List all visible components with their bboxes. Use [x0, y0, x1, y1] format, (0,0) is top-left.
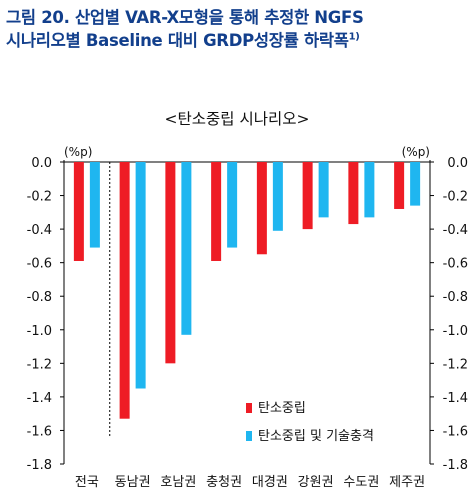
figure-title-line2: 시나리오별 Baseline 대비 GRDP성장률 하락폭1) [6, 29, 468, 52]
y-tick-label-left: -1.8 [27, 458, 52, 473]
bar-carbon-neutral [211, 162, 222, 261]
bar-carbon-neutral [394, 162, 405, 209]
bar-carbon-neutral-tech-shock [410, 162, 421, 206]
y-tick-label-right: -0.6 [443, 257, 468, 272]
bar-carbon-neutral-tech-shock [135, 162, 146, 389]
y-tick-label-right: -1.4 [443, 391, 468, 406]
x-tick-label: 강원권 [298, 475, 334, 490]
y-tick-label-left: -1.2 [27, 357, 52, 372]
bar-carbon-neutral-tech-shock [181, 162, 192, 335]
x-tick-label: 동남권 [115, 475, 151, 490]
y-tick-label-right: -1.8 [443, 458, 468, 473]
y-tick-label-right: -1.0 [443, 324, 468, 339]
bar-carbon-neutral [348, 162, 359, 225]
bar-carbon-neutral [119, 162, 130, 419]
bar-carbon-neutral-tech-shock [272, 162, 283, 231]
legend-swatch [246, 403, 252, 413]
figure-title-line1: 그림 20. 산업별 VAR-X모형을 통해 추정한 NGFS [6, 8, 364, 27]
y-tick-label-left: -0.2 [27, 190, 52, 205]
x-tick-label: 제주권 [389, 475, 425, 490]
y-tick-label-right: 0.0 [447, 156, 468, 171]
bar-carbon-neutral-tech-shock [364, 162, 375, 218]
y-tick-label-right: -0.2 [443, 190, 468, 205]
y-tick-label-left: -1.0 [27, 324, 52, 339]
y-unit-right: (%p) [402, 145, 430, 159]
figure-title-line2-text: 시나리오별 Baseline 대비 GRDP성장률 하락폭 [6, 31, 349, 50]
y-tick-label-right: -0.4 [443, 223, 468, 238]
y-tick-label-left: 0.0 [31, 156, 52, 171]
y-tick-label-right: -1.6 [443, 424, 468, 439]
y-tick-label-left: -1.4 [27, 391, 52, 406]
y-tick-label-left: -0.4 [27, 223, 52, 238]
y-tick-label-right: -1.2 [443, 357, 468, 372]
y-tick-label-left: -0.8 [27, 290, 52, 305]
bar-carbon-neutral [73, 162, 84, 261]
title-footnote-marker: 1) [348, 31, 360, 43]
bar-carbon-neutral-tech-shock [318, 162, 329, 218]
figure-title: 그림 20. 산업별 VAR-X모형을 통해 추정한 NGFS 시나리오별 Ba… [6, 6, 468, 52]
bar-carbon-neutral-tech-shock [227, 162, 238, 248]
legend-swatch [246, 431, 252, 441]
y-tick-label-left: -0.6 [27, 257, 52, 272]
x-tick-label: 호남권 [160, 475, 196, 490]
bar-carbon-neutral-tech-shock [89, 162, 100, 248]
bar-carbon-neutral [256, 162, 267, 255]
bar-carbon-neutral [165, 162, 176, 364]
y-tick-label-right: -0.8 [443, 290, 468, 305]
x-tick-label: 수도권 [343, 475, 379, 490]
legend-label: 탄소중립 [258, 401, 306, 416]
x-tick-label: 충청권 [206, 475, 242, 490]
chart-subtitle: <탄소중립 시나리오> [165, 110, 310, 128]
x-tick-label: 대경권 [252, 475, 288, 490]
bar-carbon-neutral [302, 162, 313, 230]
y-unit-left: (%p) [64, 145, 92, 159]
x-tick-label: 전국 [75, 475, 99, 490]
y-tick-label-left: -1.6 [27, 424, 52, 439]
legend-label: 탄소중립 및 기술충격 [258, 429, 374, 444]
